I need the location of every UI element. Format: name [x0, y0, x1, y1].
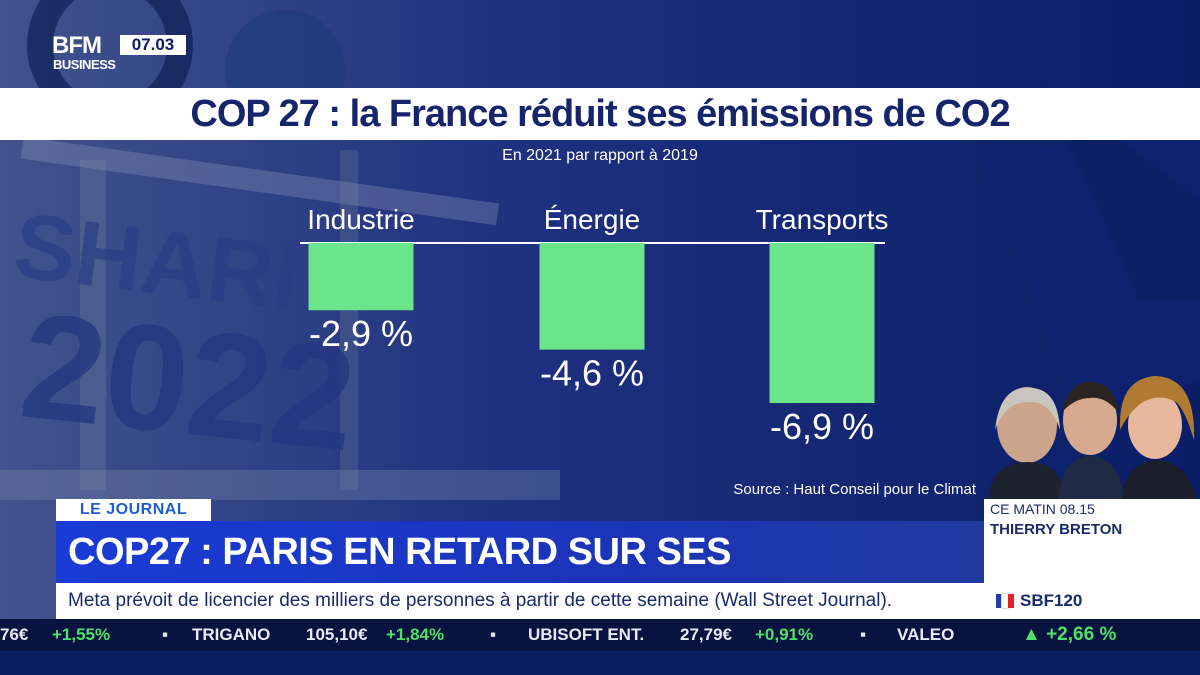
category-label-2: Transports	[756, 204, 889, 235]
category-label-1: Énergie	[544, 204, 641, 235]
bar-0	[308, 243, 414, 311]
news-ticker-text: Meta prévoit de licencier des milliers d…	[68, 590, 893, 611]
clock: 07.03	[120, 35, 186, 55]
chart-title: COP 27 : la France réduit ses émissions …	[190, 93, 1010, 135]
ticker-item-8: 27,79€	[680, 625, 732, 644]
ticker-item-2: ▪	[162, 625, 169, 644]
ticker-item-1: +1,55%	[52, 625, 111, 644]
headline-bar: COP27 : PARIS EN RETARD SUR SES ENGAGEME…	[56, 521, 984, 635]
bottom-bar	[0, 651, 1200, 675]
channel-logo: BFM BUSINESS	[52, 34, 120, 78]
index-name: SBF120	[1020, 591, 1083, 610]
bar-2	[769, 243, 875, 403]
guest-portraits	[988, 376, 1196, 499]
chart-source: Source : Haut Conseil pour le Climat	[733, 481, 976, 498]
value-label-2: -6,9 %	[770, 406, 874, 447]
ticker-item-5: +1,84%	[386, 625, 445, 644]
ticker-item-7: UBISOFT ENT.	[528, 625, 645, 644]
index-box: SBF120	[984, 583, 1200, 619]
logo-business-text: BUSINESS	[53, 57, 116, 72]
index-change: ▲ +2,66 %	[1022, 624, 1117, 645]
svg-text:2022: 2022	[14, 280, 363, 482]
ticker-item-3: TRIGANO	[192, 625, 271, 644]
ticker-item-4: 105,10€	[306, 625, 368, 644]
program-tag: LE JOURNAL	[56, 499, 211, 521]
guest-box: CE MATIN 08.15 THIERRY BRETON	[984, 499, 1200, 583]
ticker-item-0: 76€	[0, 625, 29, 644]
stock-ticker: 76€ +1,55% ▪ TRIGANO 105,10€ +1,84% ▪ UBISOFT E…	[0, 619, 984, 651]
category-label-0: Industrie	[307, 204, 414, 235]
ticker-item-10: ▪	[860, 625, 867, 644]
ticker-item-9: +0,91%	[755, 625, 814, 644]
france-flag-icon	[996, 593, 1014, 609]
guest-time: CE MATIN 08.15	[990, 501, 1095, 517]
ticker-item-6: ▪	[490, 625, 497, 644]
index-change-box: ▲ +2,66 %	[984, 619, 1200, 651]
bar-1	[539, 243, 645, 350]
news-ticker: Meta prévoit de licencier des milliers d…	[56, 583, 984, 619]
value-label-1: -4,6 %	[540, 353, 644, 394]
title-bar: COP 27 : la France réduit ses émissions …	[0, 88, 1200, 140]
logo-bfm-text: BFM	[52, 32, 102, 59]
value-label-0: -2,9 %	[309, 313, 413, 354]
guest-name: THIERRY BRETON	[990, 521, 1123, 538]
chart-subtitle: En 2021 par rapport à 2019	[502, 147, 698, 164]
ticker-item-11: VALEO	[897, 625, 955, 644]
